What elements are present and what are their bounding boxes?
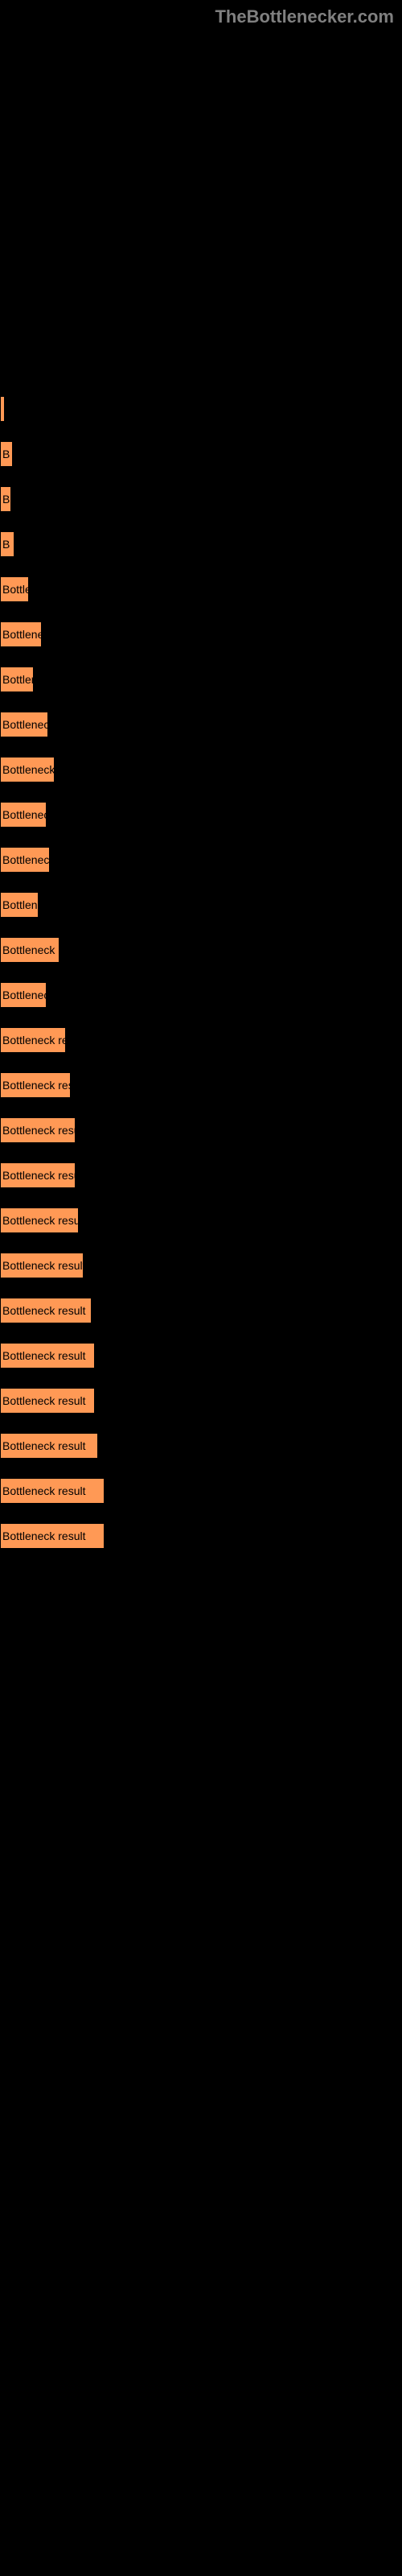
bar-chart: B B B Bottler Bottleneck r Bottlene Bottleneck… (0, 386, 402, 1558)
bar: Bottleneck result (0, 1433, 98, 1459)
bar-label: Bottleneck result (2, 1394, 86, 1407)
bar: Bottleneck resul (0, 757, 55, 782)
bar-row: Bottleneck result (0, 1018, 402, 1063)
bar-row: Bottleneck result (0, 1468, 402, 1513)
bar-row: Bottler (0, 567, 402, 612)
bar: Bottlene (0, 667, 34, 692)
bar-row: Bottleneck result (0, 1513, 402, 1558)
bar: Bottleneck result (0, 1072, 71, 1098)
bar: B (0, 441, 13, 467)
bar: Bottleneck result (0, 1298, 92, 1323)
bar: Bottleneck result (0, 1162, 76, 1188)
bar-row: Bottleneck re (0, 792, 402, 837)
bar-label: Bottleneck result (2, 1124, 76, 1137)
bar-row: Bottleneck res (0, 837, 402, 882)
bar-row: Bottleneck re (0, 972, 402, 1018)
bar-label: Bottleneck res (2, 853, 50, 866)
bar-label: Bottleneck result (2, 1349, 86, 1362)
bar-row: Bottleneck result (0, 1288, 402, 1333)
bar-label: Bottleneck result (2, 1169, 76, 1182)
bar-label: Bottleneck result (2, 1034, 66, 1046)
bar-row: B (0, 431, 402, 477)
bar-row: Bottleneck result (0, 1333, 402, 1378)
bar-label: Bottleneck result (2, 943, 59, 956)
bar-label: Bottleneck result (2, 1259, 84, 1272)
bar-label: Bottleneck result (2, 1079, 71, 1092)
bar: Bottleneck (0, 892, 39, 918)
bar: Bottleneck result (0, 937, 59, 963)
bar-row: B (0, 477, 402, 522)
watermark-text: TheBottlenecker.com (215, 6, 394, 27)
bar-label: Bottleneck resul (2, 763, 55, 776)
bar-row (0, 386, 402, 431)
bar: Bottleneck result (0, 1027, 66, 1053)
bar-row: Bottleneck result (0, 1423, 402, 1468)
bar-label: Bottleneck (2, 898, 39, 911)
bar: Bottleneck result (0, 1523, 105, 1549)
bar-label: Bottleneck result (2, 1214, 79, 1227)
bar-label: B (2, 538, 10, 551)
bar: Bottleneck res (0, 847, 50, 873)
bar: Bottleneck re (0, 802, 47, 828)
bar-label: Bottleneck re (2, 808, 47, 821)
bar: Bottleneck result (0, 1208, 79, 1233)
bar-label: B (2, 493, 10, 506)
bar-row: Bottleneck res (0, 702, 402, 747)
bar: Bottleneck result (0, 1478, 105, 1504)
bar: Bottleneck r (0, 621, 42, 647)
bar-row: Bottleneck result (0, 1243, 402, 1288)
bar-label: Bottlene (2, 673, 34, 686)
bar: B (0, 486, 11, 512)
bar-row: Bottleneck resul (0, 747, 402, 792)
bar-label: Bottleneck result (2, 1439, 86, 1452)
bar: Bottleneck result (0, 1343, 95, 1368)
bar-label: Bottleneck result (2, 1530, 86, 1542)
bar-label: Bottleneck result (2, 1484, 86, 1497)
bar-row: Bottleneck result (0, 1063, 402, 1108)
bar-row: Bottlene (0, 657, 402, 702)
bar-row: B (0, 522, 402, 567)
bar-label: Bottleneck res (2, 718, 48, 731)
bar: Bottleneck result (0, 1253, 84, 1278)
bar: Bottleneck result (0, 1117, 76, 1143)
bar-label: Bottleneck r (2, 628, 42, 641)
bar: B (0, 531, 14, 557)
bar-row: Bottleneck result (0, 1153, 402, 1198)
bar: Bottleneck re (0, 982, 47, 1008)
bar-label: Bottler (2, 583, 29, 596)
bar-row: Bottleneck r (0, 612, 402, 657)
bar-row: Bottleneck result (0, 1108, 402, 1153)
bar (0, 396, 5, 422)
bar-label: Bottleneck result (2, 1304, 86, 1317)
bar-label: Bottleneck re (2, 989, 47, 1001)
bar-row: Bottleneck result (0, 1198, 402, 1243)
bar-row: Bottleneck (0, 882, 402, 927)
bar-label: B (2, 448, 10, 460)
bar-row: Bottleneck result (0, 927, 402, 972)
bar-row: Bottleneck result (0, 1378, 402, 1423)
bar: Bottleneck result (0, 1388, 95, 1414)
bar: Bottleneck res (0, 712, 48, 737)
bar: Bottler (0, 576, 29, 602)
